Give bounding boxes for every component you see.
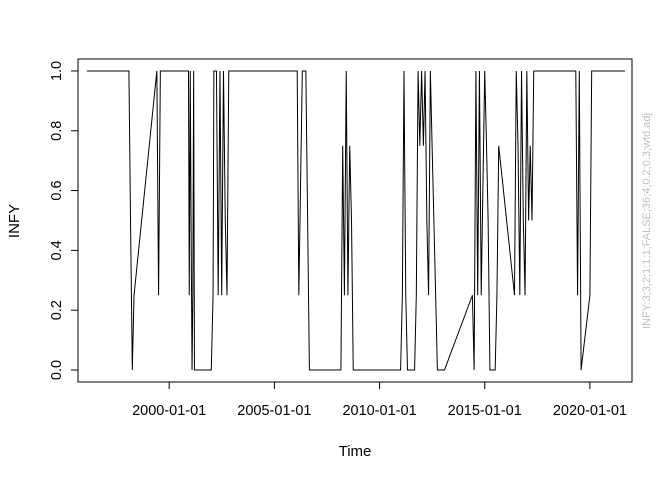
plot-frame — [77, 58, 633, 383]
side-annotation: INFY:3;3;2;1;1;1;FALSE;36;4;0.2;0.3;wtd.… — [641, 113, 653, 329]
y-tick-label: 1.0 — [49, 61, 65, 81]
y-tick-label: 0.6 — [49, 180, 65, 200]
y-tick-label: 0.2 — [49, 300, 65, 320]
x-axis-title: Time — [339, 443, 372, 460]
x-axis: 2000-01-01 2005-01-01 2010-01-01 2015-01-01… — [132, 381, 627, 419]
x-tick-label: 2000-01-01 — [132, 403, 206, 419]
y-tick-label: 0.0 — [49, 360, 65, 380]
y-axis: 0.0 0.2 0.4 0.6 0.8 1.0 — [49, 61, 79, 380]
x-tick-label: 2020-01-01 — [553, 403, 627, 419]
y-axis-title: INFY — [6, 204, 23, 238]
series-line — [86, 70, 625, 371]
x-tick-label: 2005-01-01 — [237, 403, 311, 419]
x-tick-label: 2015-01-01 — [448, 403, 522, 419]
y-tick-label: 0.8 — [49, 121, 65, 141]
x-tick-label: 2010-01-01 — [342, 403, 416, 419]
y-tick-label: 0.4 — [49, 240, 65, 260]
